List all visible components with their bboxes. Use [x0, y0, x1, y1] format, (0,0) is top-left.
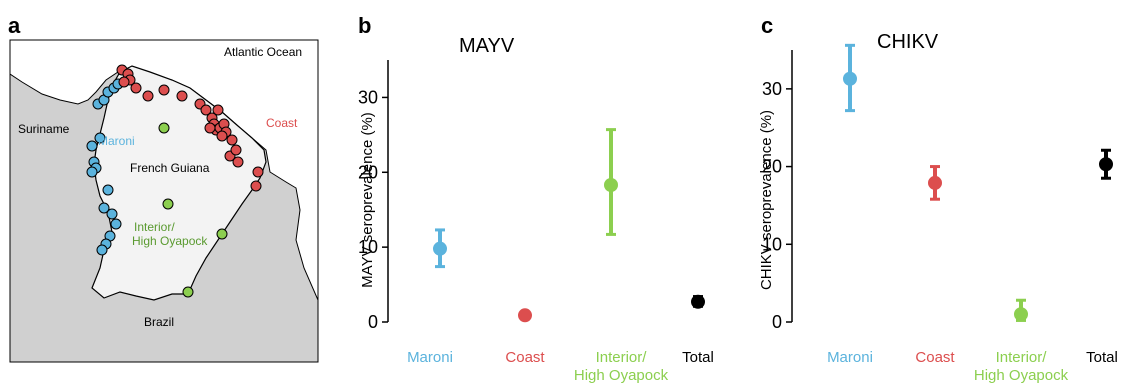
category-label: Maroni: [827, 349, 873, 366]
data-point: [843, 71, 857, 86]
site-dot-maroni: [96, 244, 108, 256]
site-dot-coast: [158, 84, 170, 96]
category-label: Interior/High Oyapock: [974, 349, 1069, 384]
category-label: Interior/High Oyapock: [574, 349, 669, 384]
category-labels: Maroni Coast Interior/High Oyapock Total: [407, 349, 714, 384]
site-dot-maroni: [86, 166, 98, 178]
site-dot-coast: [216, 130, 228, 142]
site-dot-interior: [162, 198, 174, 210]
chart-title: CHIKV: [877, 31, 939, 53]
y-axis-ticks: 0 10 20 30: [358, 87, 388, 332]
label-french-guiana: French Guiana: [130, 161, 210, 175]
label-suriname: Suriname: [18, 122, 70, 136]
map-panel: Atlantic Ocean Suriname French Guiana Br…: [9, 39, 319, 363]
category-labels: Maroni Coast Interior/High Oyapock Total: [827, 349, 1118, 384]
data-point: [433, 241, 447, 256]
panel-letter-b: b: [358, 13, 371, 38]
data-point: [928, 175, 942, 190]
data-point: [604, 178, 618, 193]
site-dot-maroni: [94, 132, 106, 144]
site-dot-maroni: [86, 140, 98, 152]
label-maroni: Maroni: [98, 134, 135, 148]
site-dot-maroni: [106, 208, 118, 220]
category-label: Total: [682, 349, 714, 366]
y-axis-ticks: 0 10 20 30: [762, 79, 792, 332]
y-tick-label: 10: [358, 237, 378, 257]
site-dot-coast: [250, 180, 262, 192]
site-dot-coast: [200, 104, 212, 116]
category-label: Coast: [915, 349, 955, 366]
panel-letter-a: a: [8, 13, 21, 38]
panel-letter-c: c: [761, 13, 773, 38]
site-dot-interior: [216, 228, 228, 240]
site-dot-maroni: [98, 202, 110, 214]
label-coast: Coast: [266, 116, 298, 130]
site-dot-coast: [142, 90, 154, 102]
site-dot-interior: [158, 122, 170, 134]
map-frame: [9, 39, 319, 363]
data-point: [518, 308, 532, 323]
y-tick-label: 0: [772, 312, 782, 332]
site-dot-maroni: [110, 218, 122, 230]
y-tick-label: 30: [762, 79, 782, 99]
site-dot-interior: [182, 286, 194, 298]
data-point: [691, 294, 705, 309]
site-dot-coast: [204, 122, 216, 134]
category-label: Maroni: [407, 349, 453, 366]
y-tick-label: 20: [358, 162, 378, 182]
data-marks: [433, 128, 705, 323]
site-dot-coast: [212, 104, 224, 116]
y-tick-label: 0: [368, 312, 378, 332]
category-label: Coast: [505, 349, 545, 366]
data-point: [1099, 157, 1113, 172]
chart-mayv: MAYV MAYV seroprevalence (%) 0 10 20 30 Mar…: [358, 35, 714, 384]
label-interior-line1: Interior/: [134, 220, 175, 234]
site-dot-coast: [230, 144, 242, 156]
category-label: Total: [1086, 349, 1118, 366]
chart-chikv: CHIKV CHIKV seroprevalence (%) 0 10 20 30 M…: [758, 31, 1118, 384]
site-dot-coast: [176, 90, 188, 102]
chart-title: MAYV: [459, 35, 515, 57]
data-point: [1014, 307, 1028, 322]
label-atlantic-ocean: Atlantic Ocean: [224, 45, 302, 59]
site-dot-coast: [130, 82, 142, 94]
label-interior-line2: High Oyapock: [132, 234, 208, 248]
site-dot-coast: [252, 166, 264, 178]
site-dot-coast: [232, 156, 244, 168]
site-dot-maroni: [102, 184, 114, 196]
y-axis-label: CHIKV seroprevalence (%): [758, 110, 775, 290]
y-axis-label: MAYV seroprevalence (%): [359, 112, 376, 288]
y-tick-label: 20: [762, 157, 782, 177]
y-tick-label: 10: [762, 234, 782, 254]
label-brazil: Brazil: [144, 315, 174, 329]
data-marks: [843, 43, 1113, 322]
map-site-dots: [86, 64, 264, 298]
site-dot-coast: [226, 134, 238, 146]
y-tick-label: 30: [358, 87, 378, 107]
site-dot-coast: [118, 76, 130, 88]
